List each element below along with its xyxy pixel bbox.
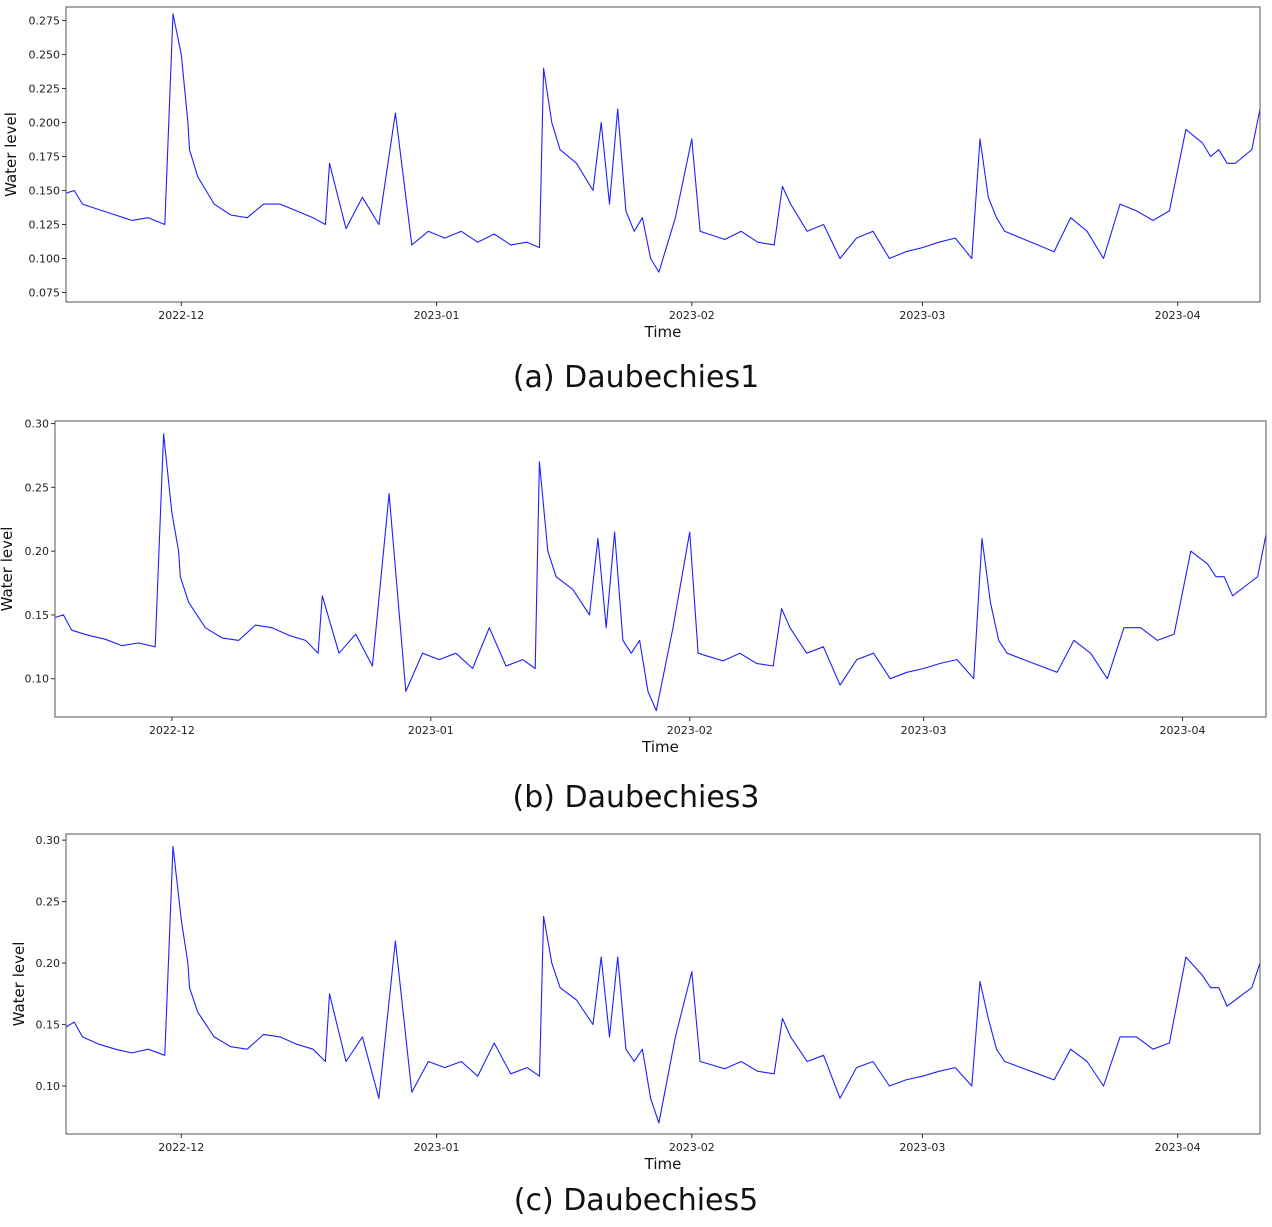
- y-axis-label: Water level: [0, 527, 16, 612]
- y-tick-label: 0.100: [29, 252, 61, 265]
- plot-frame: [65, 833, 1261, 1135]
- x-tick-label: 2022-12: [158, 309, 204, 322]
- series-line-0: [54, 433, 1267, 712]
- y-tick-label: 0.225: [29, 83, 61, 96]
- y-tick-label: 0.150: [29, 185, 61, 198]
- chart-c-caption: (c) Daubechies5: [513, 1183, 759, 1218]
- y-axis-label: Water level: [2, 112, 20, 197]
- x-tick-label: 2022-12: [158, 1141, 204, 1154]
- x-tick-label: 2023-03: [901, 724, 947, 737]
- x-tick-label: 2023-01: [408, 724, 454, 737]
- plot-frame: [54, 420, 1267, 718]
- x-tick-label: 2023-04: [1155, 1141, 1201, 1154]
- chart-panel-a: 0.075 0.100 0.125 0.150 0.175 0.200 0.225 0.250…: [0, 0, 1272, 410]
- y-tick-label: 0.15: [36, 1019, 61, 1032]
- y-tick-label: 0.20: [36, 957, 61, 970]
- x-tick-label: 2023-03: [899, 309, 945, 322]
- x-tick-label: 2023-02: [669, 1141, 715, 1154]
- x-tick-label: 2023-02: [667, 724, 713, 737]
- y-tick-label: 0.075: [29, 286, 61, 299]
- x-axis-label: Time: [641, 738, 679, 756]
- x-axis-label: Time: [644, 1155, 682, 1173]
- y-tick-label: 0.200: [29, 117, 61, 130]
- y-tick-label: 0.125: [29, 219, 61, 232]
- y-tick-label: 0.15: [25, 609, 50, 622]
- x-tick-label: 2023-01: [414, 309, 460, 322]
- y-tick-label: 0.20: [25, 545, 50, 558]
- y-tick-label: 0.175: [29, 151, 61, 164]
- x-tick-label: 2023-03: [899, 1141, 945, 1154]
- chart-panel-c: 0.10 0.15 0.20 0.25 0.30 2022-12 2023-01 2023-0…: [0, 828, 1272, 1227]
- x-tick-label: 2023-01: [414, 1141, 460, 1154]
- y-tick-label: 0.250: [29, 49, 61, 62]
- x-tick-label: 2022-12: [149, 724, 195, 737]
- series-line-0: [65, 13, 1261, 273]
- chart-a-caption: (a) Daubechies1: [512, 360, 760, 395]
- chart-a-svg: 0.075 0.100 0.125 0.150 0.175 0.200 0.225 0.250…: [2, 6, 1261, 341]
- x-tick-label: 2023-02: [669, 309, 715, 322]
- y-tick-label: 0.30: [25, 418, 50, 431]
- y-tick-label: 0.25: [36, 896, 61, 909]
- y-tick-label: 0.275: [29, 15, 61, 28]
- x-tick-label: 2023-04: [1155, 309, 1201, 322]
- y-tick-label: 0.10: [36, 1080, 61, 1093]
- series-line-0: [65, 845, 1261, 1124]
- plot-frame: [65, 6, 1261, 303]
- chart-b-svg: 0.10 0.15 0.20 0.25 0.30 2022-12 2023-01 2023-0…: [0, 418, 1267, 756]
- chart-c-svg: 0.10 0.15 0.20 0.25 0.30 2022-12 2023-01 2023-0…: [10, 833, 1261, 1173]
- y-tick-label: 0.25: [25, 481, 50, 494]
- x-tick-label: 2023-04: [1159, 724, 1205, 737]
- x-axis-label: Time: [644, 323, 682, 341]
- y-axis-label: Water level: [10, 942, 28, 1027]
- chart-b-caption: (b) Daubechies3: [512, 780, 760, 815]
- y-tick-label: 0.10: [25, 673, 50, 686]
- y-tick-label: 0.30: [36, 834, 61, 847]
- chart-panel-b: 0.10 0.15 0.20 0.25 0.30 2022-12 2023-01 2023-0…: [0, 410, 1272, 828]
